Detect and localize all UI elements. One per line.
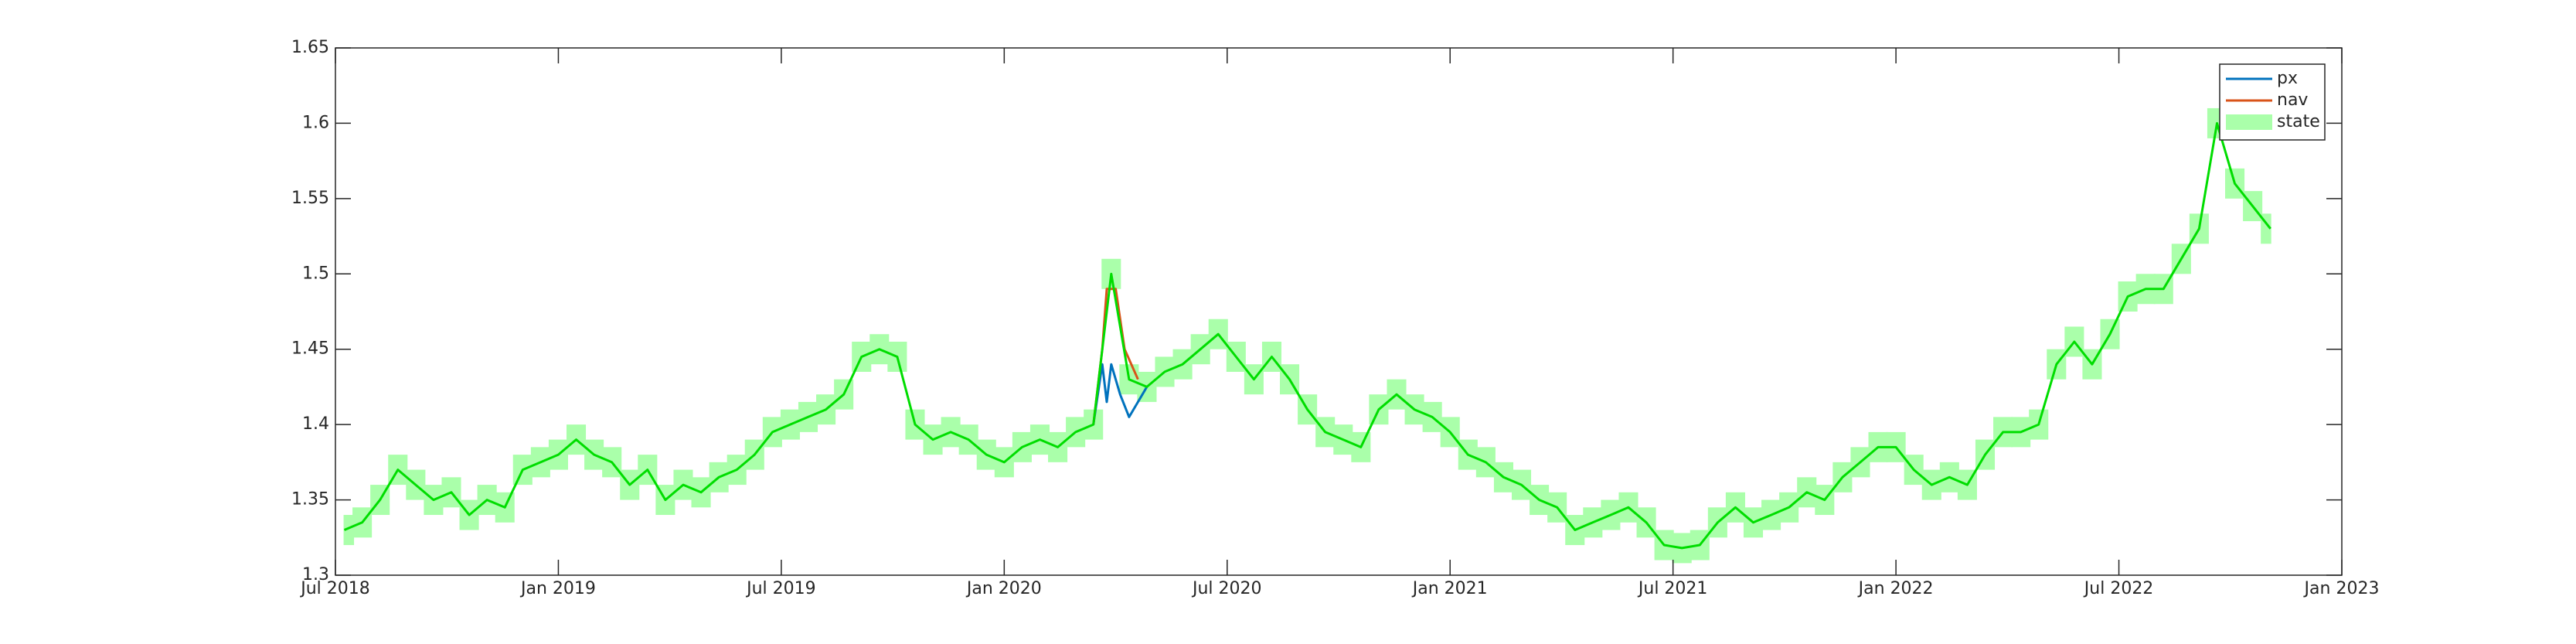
x-tick-label: Jan 2020 (965, 579, 1042, 598)
x-tick-label: Jan 2021 (1411, 579, 1488, 598)
x-tick-label: Jul 2022 (2083, 579, 2154, 598)
legend-swatch (2226, 114, 2272, 130)
x-tick-label: Jan 2023 (2303, 579, 2380, 598)
y-tick-label: 1.55 (291, 189, 329, 208)
x-tick-label: Jul 2021 (1637, 579, 1708, 598)
x-tick-label: Jul 2018 (299, 579, 370, 598)
legend-label: state (2277, 112, 2320, 131)
y-tick-label: 1.45 (291, 339, 329, 359)
y-tick-label: 1.4 (302, 414, 329, 434)
y-tick-label: 1.35 (291, 490, 329, 509)
x-tick-label: Jul 2020 (1191, 579, 1262, 598)
y-tick-label: 1.6 (302, 113, 329, 132)
x-tick-label: Jan 2022 (1857, 579, 1934, 598)
y-tick-label: 1.3 (302, 565, 329, 584)
legend-label: nav (2277, 90, 2308, 110)
x-tick-label: Jan 2019 (519, 579, 596, 598)
axes-box (335, 47, 2343, 576)
legend-label: px (2277, 69, 2298, 88)
series-line (343, 121, 2271, 550)
y-tick-label: 1.5 (302, 264, 329, 283)
y-tick-label: 1.65 (291, 38, 329, 57)
plot (343, 107, 2271, 564)
x-tick-label: Jul 2019 (745, 579, 816, 598)
series-line (1092, 363, 1148, 425)
state-band (343, 515, 355, 546)
